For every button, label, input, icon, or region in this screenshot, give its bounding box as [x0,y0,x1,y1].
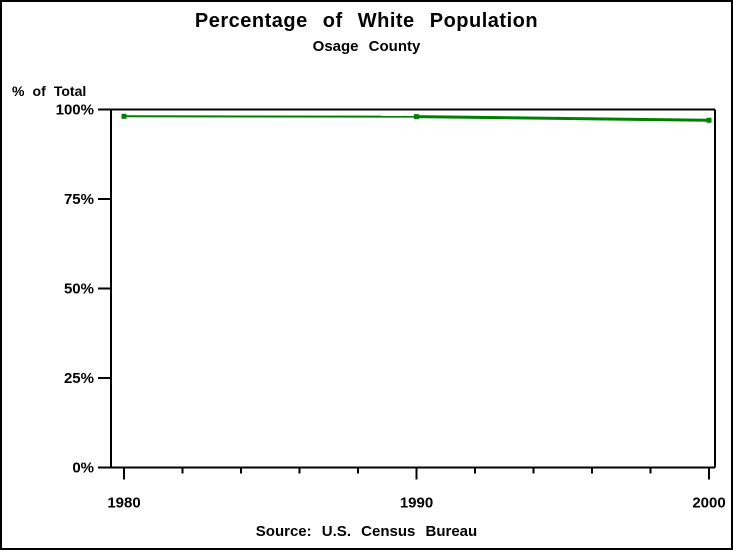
series-marker [414,114,419,120]
y-axis-title: % of Total [12,83,87,99]
y-tick-label: 50% [64,281,94,298]
x-tick-label: 1990 [400,495,433,512]
y-tick-label: 0% [72,460,94,477]
source-footnote: Source: U.S. Census Bureau [255,523,478,540]
y-tick-label: 25% [64,370,94,387]
y-tick-label: 100% [56,102,94,119]
series-marker [706,117,712,123]
y-tick-label: 75% [64,191,94,208]
chart-subtitle: Osage County [312,38,421,55]
series-marker [121,113,127,119]
chart-title: Percentage of White Population [194,10,539,32]
x-tick-label: 2000 [692,495,725,512]
series-line-segment [416,115,710,122]
x-tick-label: 1980 [107,495,140,512]
